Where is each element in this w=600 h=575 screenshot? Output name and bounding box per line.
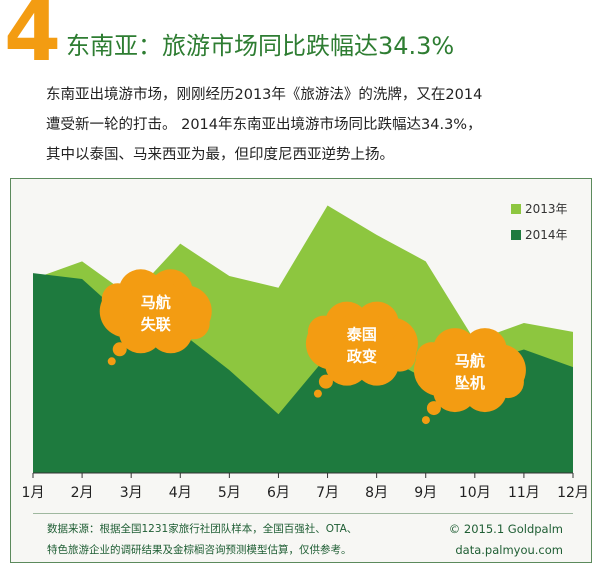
intro-paragraph: 东南亚出境游市场，刚刚经历2013年《旅游法》的洗牌，又在2014 遭受新一轮的… [46,80,586,170]
footer-divider [33,513,573,514]
area-series-2 [33,273,573,473]
bubble-puff [123,279,188,344]
bubble-tail [318,374,333,389]
area-chart: 1月 2月 3月 4月 5月 6月 7月 8月 9月 10月 11月 12月2013年2014年马航失… [22,202,589,501]
bubble-puff [491,366,524,399]
source-line-1: 数据来源：根据全国1231家旅行社团队样本，全国百强社、OTA、 [47,523,358,535]
bubble-puff [101,283,134,316]
bubble-tail [426,401,441,416]
annotation-text: 政变 [347,348,377,366]
x-tick-label: 10月 [459,485,491,501]
bubble-puff [177,307,210,340]
bubble-puff [383,339,416,372]
page-title: 东南亚：旅游市场同比跌幅达34.3% [66,32,455,60]
bubble-tail [112,342,127,357]
annotation-text: 失联 [141,315,172,333]
bubble-tail [107,357,116,366]
legend-swatch-2 [511,230,521,240]
x-tick-label: 9月 [414,485,437,501]
x-tick-label: 7月 [316,485,339,501]
copyright-text: © 2015.1 Goldpalm [448,522,563,536]
bubble-tail [313,389,322,398]
x-tick-label: 2月 [71,485,94,501]
bubble-puff [329,311,394,376]
legend-swatch-1 [511,204,521,214]
website-text: data.palmyou.com [455,543,563,557]
source-note: 数据来源：根据全国1231家旅行社团队样本，全国百强社、OTA、 特色旅游企业的… [47,519,357,561]
credits: © 2015.1 Goldpalm data.palmyou.com [449,519,563,561]
x-tick-label: 4月 [169,485,192,501]
chart-panel: 1月 2月 3月 4月 5月 6月 7月 8月 9月 10月 11月 12月 2013年 2014年 马航失… [10,178,592,563]
x-tick-label: 5月 [218,485,241,501]
section-number: 4 [4,0,62,80]
x-tick-label: 1月 [22,485,45,501]
x-tick-label: 11月 [508,485,540,501]
intro-line-2: 遭受新一轮的打击。 2014年东南亚出境游市场同比跌幅达34.3%， [46,117,482,133]
intro-line-1: 东南亚出境游市场，刚刚经历2013年《旅游法》的洗牌，又在2014 [46,87,483,103]
intro-line-3: 其中以泰国、马来西亚为最，但印度尼西亚逆势上扬。 [46,147,394,163]
x-tick-label: 3月 [120,485,143,501]
x-tick-label: 6月 [267,485,290,501]
source-line-2: 特色旅游企业的调研结果及金棕榈咨询预测模型估算，仅供参考。 [47,544,352,556]
annotation-text: 坠机 [455,374,485,392]
bubble-tail [421,416,430,425]
x-tick-label: 8月 [365,485,388,501]
bubble-puff [307,315,340,348]
bubble-puff [415,342,448,375]
legend-label-2: 2014年 [525,228,568,242]
legend-label-1: 2013年 [525,202,568,216]
x-tick-label: 12月 [557,485,589,501]
annotation-text: 马航 [141,293,171,311]
annotation-text: 泰国 [346,326,377,344]
bubble-puff [437,338,502,403]
annotation-text: 马航 [455,352,485,370]
